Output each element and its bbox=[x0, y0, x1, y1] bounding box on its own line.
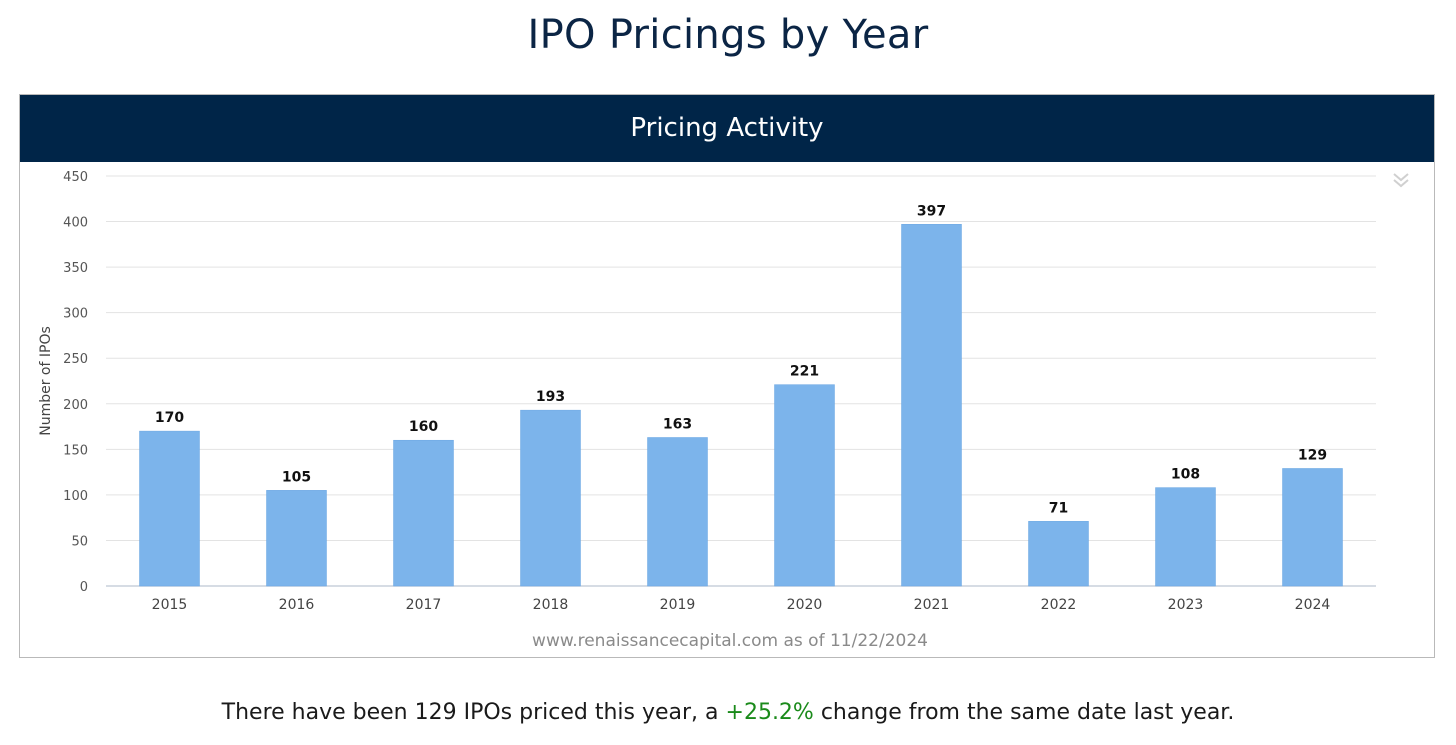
bar-2022 bbox=[1028, 521, 1089, 587]
x-tick-label-2018: 2018 bbox=[533, 597, 569, 613]
bar-chart: 0 50 100 150 200 250 300 350 400 450 Number of IPO… bbox=[38, 170, 1376, 651]
data-label-2022: 71 bbox=[1049, 500, 1068, 516]
bar-2024 bbox=[1282, 468, 1343, 587]
chart-header: Pricing Activity bbox=[20, 95, 1434, 162]
double-chevron-down-icon[interactable] bbox=[1390, 169, 1412, 191]
y-tick-label-300: 300 bbox=[63, 307, 88, 322]
summary-text: There have been 129 IPOs priced this yea… bbox=[0, 700, 1456, 725]
chart-credit: www.renaissancecapital.com as of 11/22/2… bbox=[532, 631, 928, 651]
bar-2023 bbox=[1155, 487, 1216, 587]
summary-prefix: There have been 129 IPOs priced this yea… bbox=[221, 700, 726, 725]
bar-2016 bbox=[266, 490, 327, 587]
x-tick-label-2019: 2019 bbox=[660, 597, 696, 613]
y-tick-label-150: 150 bbox=[63, 443, 88, 458]
data-label-2021: 397 bbox=[917, 203, 946, 219]
data-label-2023: 108 bbox=[1171, 467, 1200, 483]
y-axis-label: Number of IPOs bbox=[38, 326, 54, 436]
y-tick-label-50: 50 bbox=[71, 534, 88, 549]
bar-2017 bbox=[393, 439, 454, 587]
x-tick-label-2020: 2020 bbox=[787, 597, 823, 613]
summary-change: +25.2% bbox=[725, 700, 814, 725]
bar-2019 bbox=[647, 437, 708, 587]
bar-2018 bbox=[520, 409, 581, 587]
data-label-2016: 105 bbox=[282, 469, 311, 485]
x-tick-label-2023: 2023 bbox=[1168, 597, 1204, 613]
x-tick-label-2022: 2022 bbox=[1041, 597, 1077, 613]
y-tick-label-450: 450 bbox=[63, 170, 88, 185]
x-tick-label-2024: 2024 bbox=[1295, 597, 1331, 613]
y-tick-label-250: 250 bbox=[63, 352, 88, 367]
y-tick-label-100: 100 bbox=[63, 489, 88, 504]
y-tick-label-400: 400 bbox=[63, 216, 88, 231]
x-tick-label-2021: 2021 bbox=[914, 597, 950, 613]
bar-2015 bbox=[139, 430, 200, 587]
x-tick-label-2015: 2015 bbox=[152, 597, 188, 613]
y-tick-label-350: 350 bbox=[63, 261, 88, 276]
x-tick-label-2016: 2016 bbox=[279, 597, 315, 613]
data-label-2020: 221 bbox=[790, 364, 819, 380]
data-label-2024: 129 bbox=[1298, 447, 1327, 463]
page-title: IPO Pricings by Year bbox=[527, 12, 929, 58]
data-label-2017: 160 bbox=[409, 419, 438, 435]
y-tick-label-200: 200 bbox=[63, 398, 88, 413]
summary-suffix: change from the same date last year. bbox=[813, 700, 1235, 725]
data-label-2018: 193 bbox=[536, 389, 565, 405]
chart-container: Pricing Activity 0 50 100 150 200 250 300 350 40… bbox=[19, 94, 1435, 658]
bar-2021 bbox=[901, 224, 962, 587]
bar-2020 bbox=[774, 384, 835, 587]
data-label-2019: 163 bbox=[663, 416, 692, 432]
x-tick-label-2017: 2017 bbox=[406, 597, 442, 613]
y-tick-label-0: 0 bbox=[80, 580, 88, 595]
data-label-2015: 170 bbox=[155, 410, 184, 426]
